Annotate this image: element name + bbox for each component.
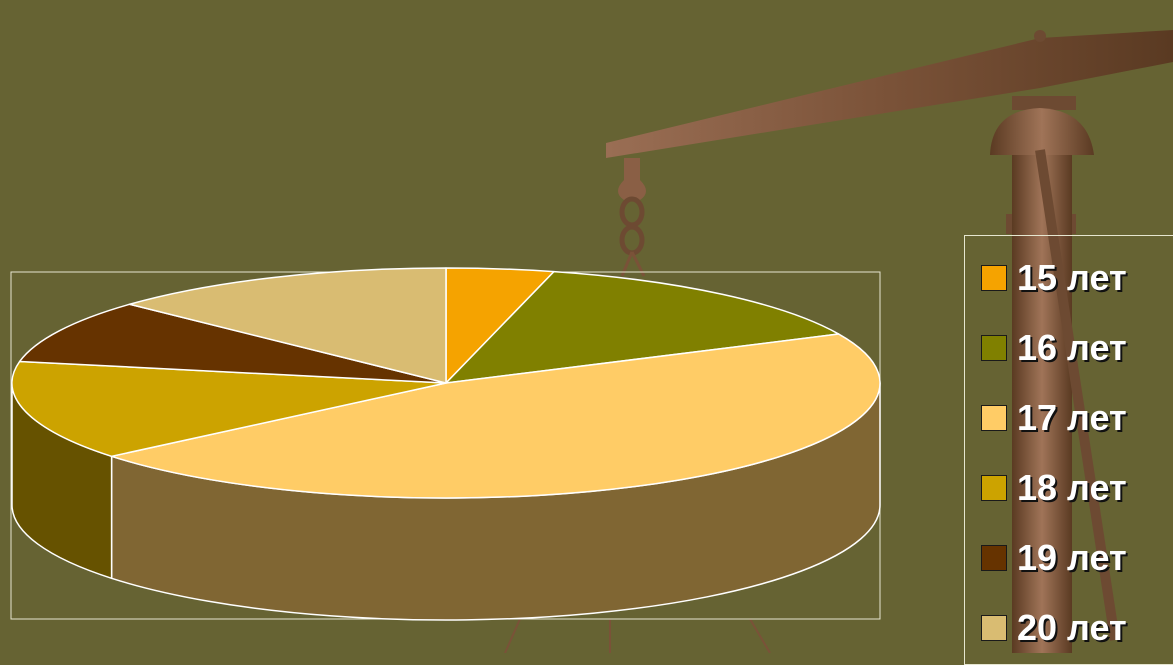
pie-side-walls	[11, 382, 881, 621]
pie-slice-6	[128, 267, 447, 384]
legend-swatch-18	[981, 475, 1007, 501]
legend-label-17: 17 лет	[1017, 397, 1127, 438]
legend-item-19: 19 лет	[981, 536, 1127, 580]
legend-item-18: 18 лет	[981, 466, 1127, 510]
pie-slice-4	[11, 360, 447, 458]
scale-pole	[1012, 155, 1072, 653]
scale-rope-low-left	[504, 618, 521, 653]
legend-item-15: 15 лет	[981, 256, 1127, 300]
legend-swatch-16	[981, 335, 1007, 361]
legend-swatch-19	[981, 545, 1007, 571]
scale-cap	[990, 108, 1094, 155]
pie-top-faces	[11, 267, 881, 499]
scale-string	[1035, 149, 1120, 641]
legend-swatch-17	[981, 405, 1007, 431]
scale-illustration	[504, 30, 1173, 653]
pie-slice-3	[110, 333, 881, 499]
legend-item-17: 17 лет	[981, 396, 1127, 440]
legend-swatch-15	[981, 265, 1007, 291]
legend-swatch-20	[981, 615, 1007, 641]
pie-chart	[11, 267, 881, 621]
scale-rope-low-right	[749, 618, 771, 653]
scale-beam	[606, 30, 1173, 158]
chart-legend: 15 лет 16 лет 17 лет 18 лет 19 лет 20 ле…	[964, 235, 1173, 665]
scale-cap-neck	[1012, 96, 1076, 110]
legend-label-15: 15 лет	[1017, 257, 1127, 298]
legend-label-20: 20 лет	[1017, 607, 1127, 648]
pie-slice-5	[18, 303, 447, 384]
legend-label-19: 19 лет	[1017, 537, 1127, 578]
legend-item-20: 20 лет	[981, 606, 1127, 650]
scale-chain-link-1	[619, 196, 645, 228]
scale-pivot	[1034, 30, 1046, 42]
legend-item-16: 16 лет	[981, 326, 1127, 370]
legend-label-16: 16 лет	[1017, 327, 1127, 368]
scale-chain-link-2	[619, 224, 645, 256]
legend-label-18: 18 лет	[1017, 467, 1127, 508]
pie-slice-2	[445, 270, 840, 384]
scale-hook	[618, 158, 646, 200]
